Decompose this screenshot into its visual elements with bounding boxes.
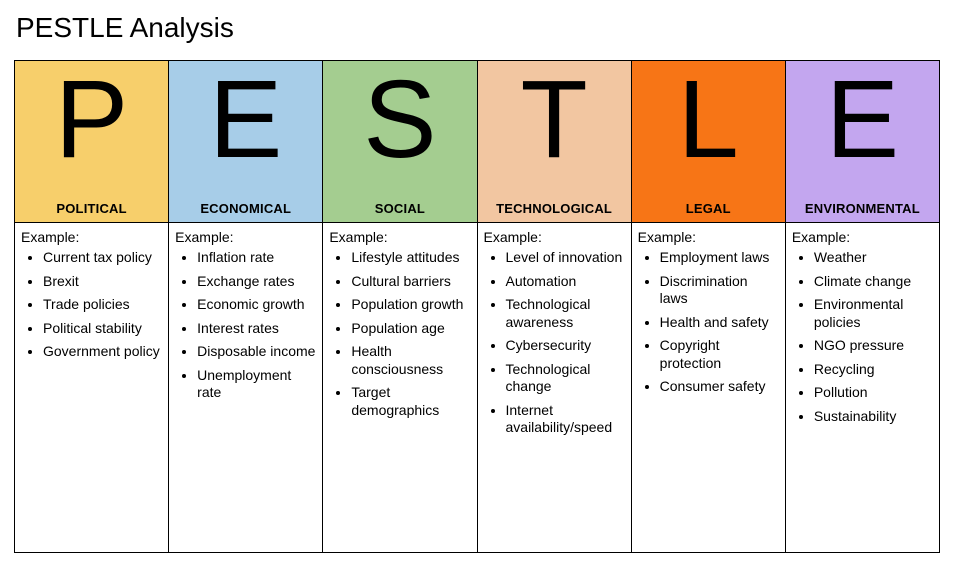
list-item: Population age <box>351 320 470 338</box>
body-social: Example: Lifestyle attitudes Cultural bar… <box>323 223 477 553</box>
list-item: Disposable income <box>197 343 316 361</box>
body-legal: Example: Employment laws Discrimination l… <box>632 223 786 553</box>
letter-political: P <box>55 65 128 175</box>
body-technological: Example: Level of innovation Automation Te… <box>478 223 632 553</box>
label-political: POLITICAL <box>56 201 126 216</box>
header-economical: E ECONOMICAL <box>169 61 323 223</box>
example-label: Example: <box>175 229 316 245</box>
page-title: PESTLE Analysis <box>16 12 940 44</box>
example-label: Example: <box>329 229 470 245</box>
list-item: Lifestyle attitudes <box>351 249 470 267</box>
letter-legal: L <box>678 65 739 175</box>
list-item: Health consciousness <box>351 343 470 378</box>
list-item: Copyright protection <box>660 337 779 372</box>
pestle-grid: P POLITICAL E ECONOMICAL S SOCIAL T TECH… <box>14 60 940 553</box>
list-item: Cultural barriers <box>351 273 470 291</box>
list-item: Interest rates <box>197 320 316 338</box>
list-item: Weather <box>814 249 933 267</box>
letter-economical: E <box>209 65 282 175</box>
items-economical: Inflation rate Exchange rates Economic gro… <box>175 249 316 402</box>
list-item: Population growth <box>351 296 470 314</box>
header-technological: T TECHNOLOGICAL <box>478 61 632 223</box>
body-environmental: Example: Weather Climate change Environmen… <box>786 223 940 553</box>
label-technological: TECHNOLOGICAL <box>496 201 612 216</box>
label-legal: LEGAL <box>686 201 731 216</box>
label-environmental: ENVIRONMENTAL <box>805 201 920 216</box>
list-item: Government policy <box>43 343 162 361</box>
list-item: Employment laws <box>660 249 779 267</box>
example-label: Example: <box>638 229 779 245</box>
label-economical: ECONOMICAL <box>200 201 291 216</box>
example-label: Example: <box>21 229 162 245</box>
list-item: Discrimination laws <box>660 273 779 308</box>
example-label: Example: <box>484 229 625 245</box>
list-item: Environmental policies <box>814 296 933 331</box>
header-environmental: E ENVIRONMENTAL <box>786 61 940 223</box>
list-item: Technological change <box>506 361 625 396</box>
list-item: NGO pressure <box>814 337 933 355</box>
label-social: SOCIAL <box>375 201 425 216</box>
list-item: Trade policies <box>43 296 162 314</box>
list-item: Economic growth <box>197 296 316 314</box>
list-item: Brexit <box>43 273 162 291</box>
list-item: Cybersecurity <box>506 337 625 355</box>
list-item: Technological awareness <box>506 296 625 331</box>
header-political: P POLITICAL <box>15 61 169 223</box>
list-item: Pollution <box>814 384 933 402</box>
list-item: Unemployment rate <box>197 367 316 402</box>
example-label: Example: <box>792 229 933 245</box>
list-item: Exchange rates <box>197 273 316 291</box>
items-environmental: Weather Climate change Environmental polic… <box>792 249 933 425</box>
letter-social: S <box>363 65 436 175</box>
list-item: Consumer safety <box>660 378 779 396</box>
list-item: Automation <box>506 273 625 291</box>
body-economical: Example: Inflation rate Exchange rates Eco… <box>169 223 323 553</box>
header-legal: L LEGAL <box>632 61 786 223</box>
list-item: Internet availability/speed <box>506 402 625 437</box>
list-item: Climate change <box>814 273 933 291</box>
body-political: Example: Current tax policy Brexit Trade p… <box>15 223 169 553</box>
letter-technological: T <box>520 65 587 175</box>
header-social: S SOCIAL <box>323 61 477 223</box>
items-legal: Employment laws Discrimination laws Health… <box>638 249 779 396</box>
items-social: Lifestyle attitudes Cultural barriers Popu… <box>329 249 470 419</box>
list-item: Current tax policy <box>43 249 162 267</box>
list-item: Inflation rate <box>197 249 316 267</box>
letter-environmental: E <box>826 65 899 175</box>
list-item: Health and safety <box>660 314 779 332</box>
list-item: Target demographics <box>351 384 470 419</box>
items-political: Current tax policy Brexit Trade policies Po… <box>21 249 162 361</box>
items-technological: Level of innovation Automation Technologic… <box>484 249 625 437</box>
list-item: Sustainability <box>814 408 933 426</box>
list-item: Level of innovation <box>506 249 625 267</box>
list-item: Recycling <box>814 361 933 379</box>
list-item: Political stability <box>43 320 162 338</box>
